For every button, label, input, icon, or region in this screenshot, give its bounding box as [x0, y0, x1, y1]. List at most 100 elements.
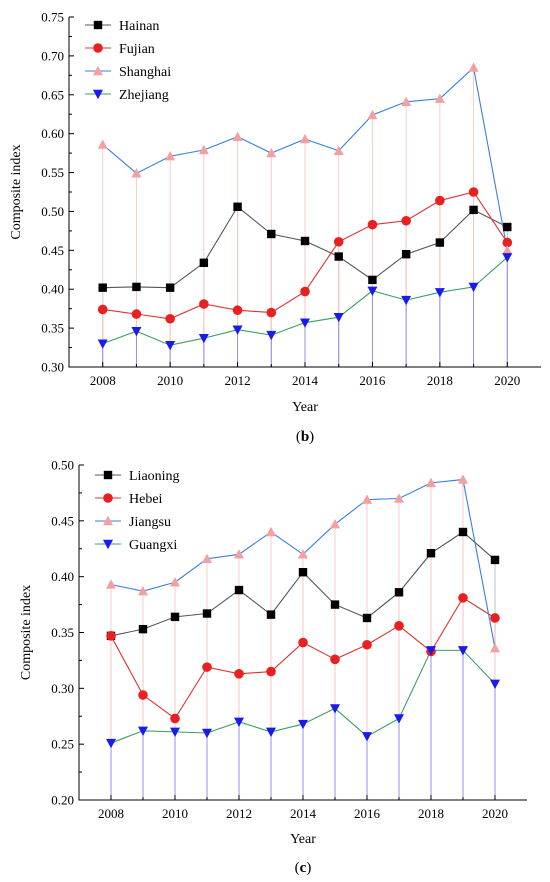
data-point-fujian-2020 [502, 237, 513, 248]
data-point-zhejiang-2013 [266, 330, 277, 341]
x-tick-label: 2018 [418, 806, 444, 821]
panel-b-chart: 0.30 0.35 0.40 0.45 0.50 0.55 0.60 0.65 0.70 0.75… [9, 10, 541, 445]
data-point-zhejiang-2008 [97, 339, 108, 349]
y-tick-label: 0.45 [51, 513, 74, 528]
data-point-zhejiang-2017 [401, 295, 412, 306]
legend-label: Liaoning [129, 469, 180, 484]
data-point-shanghai-2013 [266, 147, 277, 158]
data-point-hainan-2014 [300, 236, 310, 246]
data-point-hainan-2008 [98, 283, 107, 292]
x-tick-label: 2014 [292, 373, 319, 388]
data-point-hainan-2009 [132, 282, 141, 292]
data-point-jiangsu-2011 [202, 553, 212, 563]
data-point-fujian-2011 [199, 299, 209, 309]
data-point-jiangsu-2019 [458, 474, 468, 484]
data-point-hainan-2016 [368, 275, 377, 285]
data-point-liaoning-2017 [394, 588, 404, 597]
data-point-zhejiang-2011 [198, 334, 209, 344]
legend: Liaoning Hebei Jiangsu Guangxi [95, 469, 180, 553]
x-axis-title: Year [292, 400, 318, 415]
data-point-guangxi-2016 [362, 732, 372, 742]
data-point-liaoning-2016 [362, 613, 372, 623]
data-point-guangxi-2010 [170, 727, 180, 738]
y-tick-label: 0.40 [41, 282, 64, 297]
data-point-fujian-2013 [266, 307, 277, 318]
data-point-fujian-2019 [468, 187, 479, 197]
data-point-jiangsu-2013 [266, 526, 276, 537]
data-point-shanghai-2019 [468, 62, 479, 72]
data-point-guangxi-2017 [394, 714, 404, 724]
panel-caption: (c) [295, 860, 312, 876]
data-point-shanghai-2015 [333, 145, 344, 155]
y-tick-label: 0.55 [41, 165, 64, 180]
data-point-hebei-2020 [490, 613, 500, 623]
data-point-fujian-2017 [401, 215, 411, 226]
x-tick-label: 2010 [157, 373, 183, 388]
data-point-guangxi-2020 [490, 679, 500, 690]
legend-marker-liaoning [103, 470, 113, 480]
data-point-liaoning-2015 [330, 600, 340, 609]
y-tick-label: 0.75 [41, 10, 64, 25]
legend-marker-hebei [103, 493, 113, 503]
x-tick-label: 2012 [226, 806, 252, 821]
data-point-shanghai-2010 [165, 151, 176, 161]
data-point-fujian-2015 [333, 236, 344, 247]
data-point-zhejiang-2009 [131, 327, 142, 337]
data-point-hebei-2017 [394, 621, 404, 631]
data-point-shanghai-2018 [434, 93, 445, 103]
y-tick-label: 0.30 [41, 360, 64, 375]
data-point-jiangsu-2014 [298, 549, 308, 559]
data-point-zhejiang-2016 [367, 286, 378, 296]
data-point-shanghai-2008 [97, 139, 108, 149]
y-tick-label: 0.50 [41, 204, 64, 219]
data-point-guangxi-2011 [202, 728, 212, 739]
data-point-guangxi-2013 [266, 727, 276, 738]
legend-marker-zhejiang [93, 89, 103, 100]
x-tick-label: 2020 [494, 373, 520, 388]
data-point-shanghai-2017 [401, 96, 412, 106]
legend: Hainan Fujian Shanghai Zhejiang [85, 19, 171, 103]
panel-caption: (b) [296, 429, 314, 445]
data-point-jiangsu-2008 [106, 579, 116, 589]
y-tick-label: 0.50 [51, 458, 74, 473]
legend-marker-hainan [93, 20, 103, 30]
data-point-guangxi-2015 [330, 704, 340, 714]
data-point-hainan-2020 [503, 222, 512, 232]
data-point-hebei-2016 [362, 639, 372, 650]
data-point-shanghai-2009 [131, 168, 142, 178]
x-tick-label: 2010 [162, 806, 188, 821]
data-point-fujian-2012 [232, 305, 243, 316]
data-point-liaoning-2009 [138, 624, 148, 634]
data-point-hainan-2017 [401, 250, 411, 259]
y-axis-title: Composite index [19, 585, 34, 680]
data-point-guangxi-2009 [138, 726, 148, 736]
data-point-zhejiang-2014 [300, 318, 310, 328]
data-point-jiangsu-2009 [138, 585, 148, 596]
data-point-fujian-2009 [131, 309, 142, 319]
data-point-hebei-2015 [330, 654, 340, 665]
data-point-zhejiang-2020 [502, 253, 513, 263]
data-point-zhejiang-2019 [468, 282, 479, 293]
y-tick-label: 0.60 [41, 126, 64, 141]
x-tick-label: 2008 [90, 373, 116, 388]
x-tick-label: 2020 [482, 806, 508, 821]
data-point-fujian-2008 [97, 304, 108, 315]
data-point-hainan-2010 [165, 283, 175, 292]
x-tick-label: 2016 [359, 373, 386, 388]
data-point-shanghai-2012 [232, 131, 243, 141]
data-point-guangxi-2012 [234, 717, 244, 728]
legend-marker-fujian [93, 43, 103, 53]
data-point-hebei-2011 [202, 662, 212, 672]
legend-label: Shanghai [119, 65, 171, 80]
legend-label: Zhejiang [119, 88, 169, 103]
data-point-shanghai-2020 [502, 245, 513, 255]
data-point-hainan-2012 [233, 202, 242, 211]
data-point-guangxi-2008 [106, 738, 116, 749]
y-tick-label: 0.35 [41, 321, 64, 336]
y-tick-label: 0.20 [51, 793, 74, 808]
x-tick-label: 2008 [98, 806, 124, 821]
y-tick-label: 0.35 [51, 625, 74, 640]
legend-label: Jiangsu [129, 515, 171, 530]
data-point-shanghai-2016 [367, 109, 378, 120]
y-tick-label: 0.40 [51, 569, 74, 584]
